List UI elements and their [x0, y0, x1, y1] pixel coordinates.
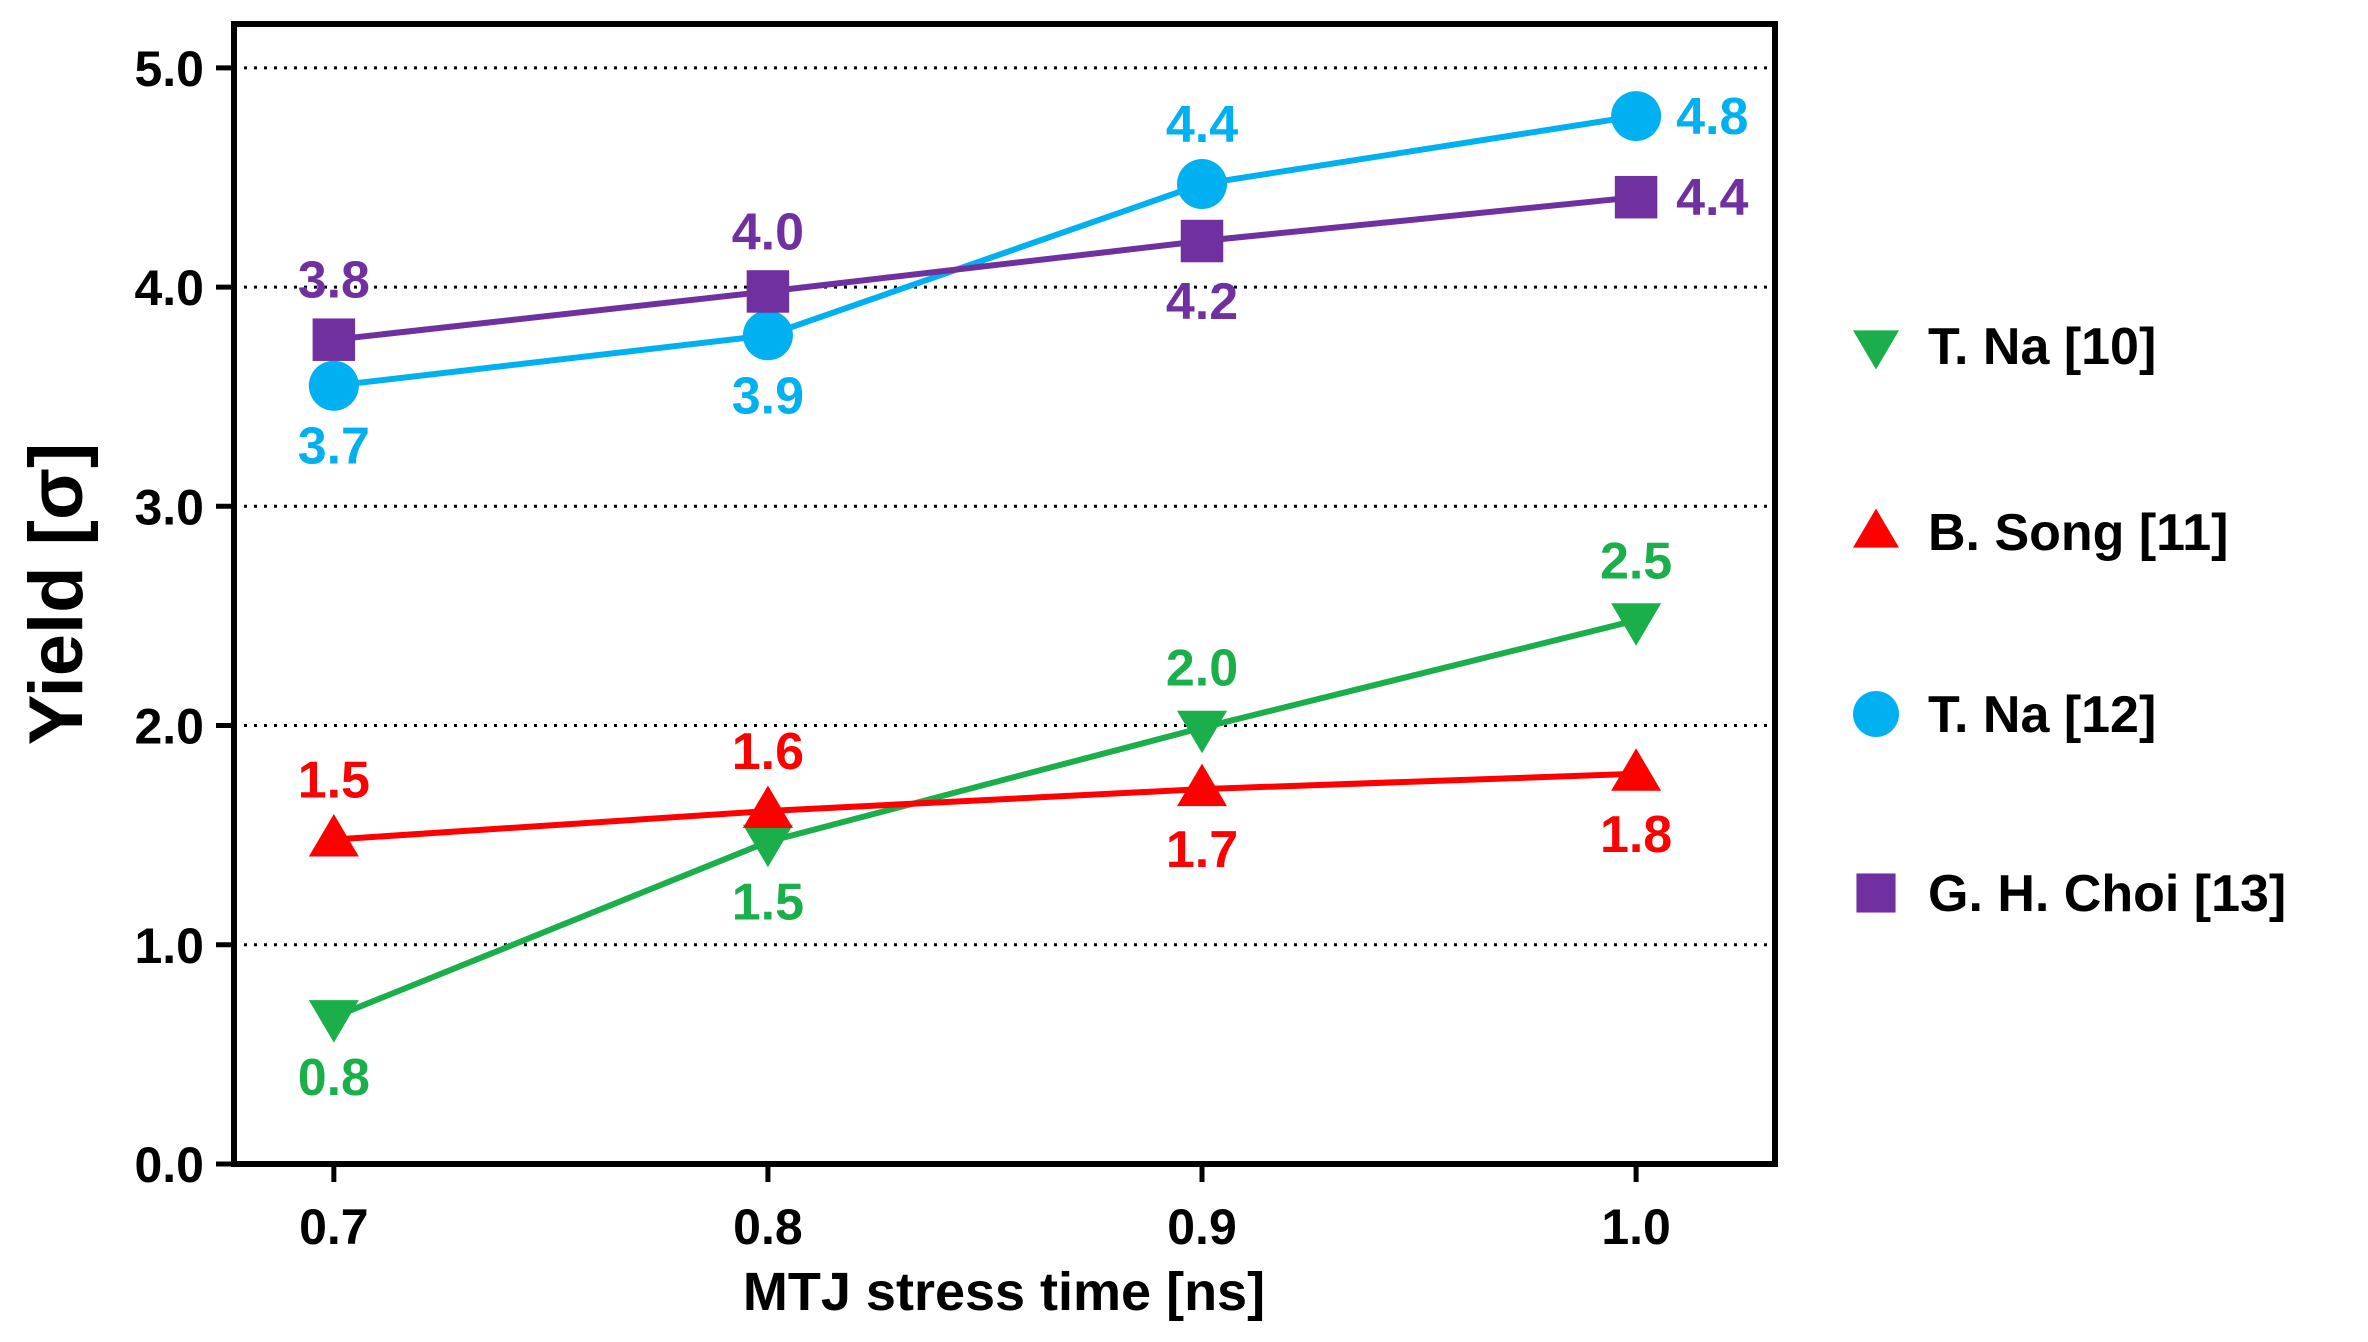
- data-point: [746, 270, 790, 313]
- legend-item: B. Song [11]: [1853, 504, 2228, 562]
- y-tick-label: 1.0: [134, 918, 204, 974]
- data-point: [308, 360, 359, 411]
- series-line: [333, 113, 1637, 389]
- gridlines: [234, 66, 1775, 947]
- data-point: [308, 814, 359, 857]
- data-label: 4.4: [1166, 96, 1238, 154]
- plot-frame: [231, 21, 1778, 1167]
- series-line: [333, 770, 1637, 843]
- data-point: [308, 1000, 359, 1043]
- series-line: [333, 194, 1637, 343]
- data-point: [1177, 710, 1228, 754]
- y-tick-label: 4.0: [134, 260, 204, 316]
- data-label: 1.5: [732, 874, 804, 932]
- data-label: 4.2: [1166, 273, 1238, 331]
- x-axis-ticks: 0.7 0.8 0.9 1.0: [299, 1164, 1671, 1255]
- data-point: [1614, 175, 1658, 219]
- data-label: 4.0: [732, 203, 804, 261]
- legend-label: B. Song [11]: [1928, 504, 2228, 562]
- y-axis-title: Yield [σ]: [14, 443, 99, 746]
- data-label: 4.4: [1676, 169, 1748, 227]
- data-point: [742, 824, 793, 868]
- legend-marker: [1853, 508, 1899, 548]
- data-markers: [308, 91, 1662, 1043]
- data-label: 1.5: [298, 752, 370, 810]
- y-tick-label: 0.0: [134, 1137, 204, 1193]
- data-point: [1611, 748, 1662, 791]
- y-axis-ticks: 0.0 1.0 2.0 3.0 4.0 5.0: [134, 41, 234, 1193]
- legend-marker: [1853, 330, 1899, 370]
- y-tick-label: 3.0: [134, 479, 204, 535]
- data-point: [742, 785, 793, 829]
- data-label: 2.0: [1166, 640, 1238, 698]
- legend: T. Na [10] B. Song [11] T. Na [12] G. H. Ch…: [1853, 318, 2286, 923]
- y-tick-label: 5.0: [134, 41, 204, 97]
- x-tick-label: 1.0: [1601, 1199, 1671, 1255]
- legend-label: G. H. Choi [13]: [1928, 865, 2286, 923]
- legend-label: T. Na [10]: [1928, 318, 2156, 376]
- data-point: [742, 310, 793, 361]
- x-tick-label: 0.7: [299, 1199, 369, 1255]
- data-point: [312, 318, 356, 361]
- data-point: [1611, 603, 1662, 646]
- legend-item: T. Na [12]: [1853, 686, 2156, 744]
- data-label: 3.9: [732, 367, 804, 425]
- x-tick-label: 0.8: [733, 1199, 803, 1255]
- legend-item: G. H. Choi [13]: [1856, 865, 2286, 923]
- data-point: [1180, 219, 1224, 263]
- data-labels: 0.8 1.5 2.0 2.5 1.5 1.6 1.7 1.8 3.7 3.9 4.4 4.8 3.8 4…: [298, 88, 1749, 1107]
- data-label: 1.7: [1166, 821, 1238, 879]
- data-point: [1611, 91, 1662, 142]
- data-label: 3.7: [298, 418, 370, 476]
- legend-label: T. Na [12]: [1928, 686, 2156, 744]
- data-point: [1177, 763, 1228, 807]
- legend-marker: [1856, 873, 1896, 913]
- x-axis-title: MTJ stress time [ns]: [743, 1262, 1265, 1322]
- data-label: 2.5: [1600, 532, 1672, 590]
- data-label: 4.8: [1676, 88, 1748, 146]
- series-line: [332, 617, 1637, 1020]
- data-label: 1.8: [1600, 806, 1672, 864]
- legend-item: T. Na [10]: [1853, 318, 2156, 376]
- data-label: 3.8: [298, 252, 370, 310]
- legend-marker: [1853, 691, 1899, 737]
- data-point: [1177, 159, 1228, 210]
- series-lines: [332, 113, 1637, 1020]
- data-label: 0.8: [298, 1049, 370, 1107]
- y-tick-label: 2.0: [134, 699, 204, 755]
- data-label: 1.6: [732, 723, 804, 781]
- x-tick-label: 0.9: [1167, 1199, 1237, 1255]
